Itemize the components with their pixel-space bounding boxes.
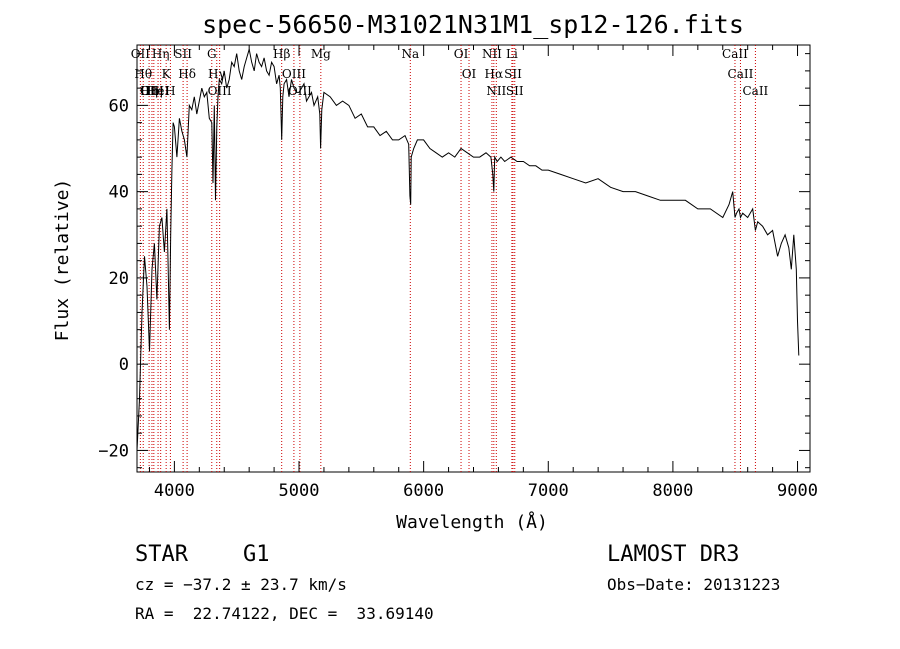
reference-line-label: OIII bbox=[282, 67, 306, 81]
spectrum-line bbox=[136, 49, 800, 451]
reference-line-label: HeI bbox=[147, 84, 170, 98]
coordinates-text: RA = 22.74122, DEC = 33.69140 bbox=[135, 604, 434, 623]
reference-line-label: NII bbox=[486, 84, 506, 98]
reference-line-label: Hη bbox=[145, 84, 163, 98]
object-subclass: G1 bbox=[243, 542, 270, 567]
x-tick-label: 9000 bbox=[777, 481, 818, 501]
reference-line-label: SII bbox=[506, 84, 524, 98]
reference-line-label: Hβ bbox=[273, 47, 290, 61]
reference-line-label: SII bbox=[504, 67, 522, 81]
reference-line-label: K bbox=[162, 67, 172, 81]
y-tick-label: 40 bbox=[109, 183, 129, 203]
y-tick-label: −20 bbox=[98, 441, 129, 461]
reference-lines bbox=[139, 45, 756, 472]
y-axis-label: Flux (relative) bbox=[52, 179, 73, 342]
x-tick-label: 6000 bbox=[403, 481, 444, 501]
chart-title: spec-56650-M31021N31M1_sp12-126.fits bbox=[202, 10, 744, 39]
reference-line-label: OIII bbox=[208, 84, 232, 98]
redshift-text: cz = −37.2 ± 23.7 km/s bbox=[135, 575, 347, 594]
x-axis-label: Wavelength (Å) bbox=[396, 511, 548, 533]
survey-label: LAMOST DR3 bbox=[607, 542, 739, 567]
plot-frame bbox=[136, 44, 811, 473]
reference-line-label: CaII bbox=[742, 84, 768, 98]
y-tick-label: 20 bbox=[109, 269, 129, 289]
y-tick-label: 60 bbox=[109, 96, 129, 116]
x-axis: 4000 5000 6000 7000 8000 9000 bbox=[148, 45, 818, 501]
y-tick-label: 0 bbox=[119, 355, 129, 375]
reference-line-label: Hα bbox=[485, 67, 504, 81]
reference-line-label: CaII bbox=[722, 47, 748, 61]
reference-line-label: Hη bbox=[140, 84, 158, 98]
reference-line-label: Hθ bbox=[134, 67, 152, 81]
reference-line-label: G bbox=[207, 47, 217, 61]
reference-line-label: Hη bbox=[152, 47, 170, 61]
reference-line-label: H bbox=[165, 84, 175, 98]
reference-line-label: SII bbox=[174, 47, 192, 61]
reference-line-label: Na bbox=[401, 47, 419, 61]
y-axis: −20 0 20 40 60 bbox=[98, 53, 810, 469]
x-tick-label: 8000 bbox=[652, 481, 693, 501]
reference-line-label: Hδ bbox=[178, 67, 196, 81]
object-class: STAR bbox=[135, 542, 189, 567]
reference-line-label: CaII bbox=[728, 67, 754, 81]
x-tick-label: 4000 bbox=[154, 481, 195, 501]
reference-line-label: OI bbox=[454, 47, 469, 61]
reference-line-label: NII bbox=[482, 47, 502, 61]
reference-line-label: Mg bbox=[311, 47, 331, 61]
reference-line-label: Li bbox=[506, 47, 518, 61]
reference-line-label: OI bbox=[462, 67, 477, 81]
x-tick-label: 5000 bbox=[279, 481, 320, 501]
obs-date-text: Obs−Date: 20131223 bbox=[607, 575, 780, 594]
reference-line-labels: OIIHθHηOIIIHηHeIHηKHSIIHδGHγOIIIHβOIIIOI… bbox=[131, 47, 769, 98]
reference-line-label: OIII bbox=[140, 84, 164, 98]
reference-line-label: Hγ bbox=[208, 67, 226, 81]
x-tick-label: 7000 bbox=[528, 481, 569, 501]
